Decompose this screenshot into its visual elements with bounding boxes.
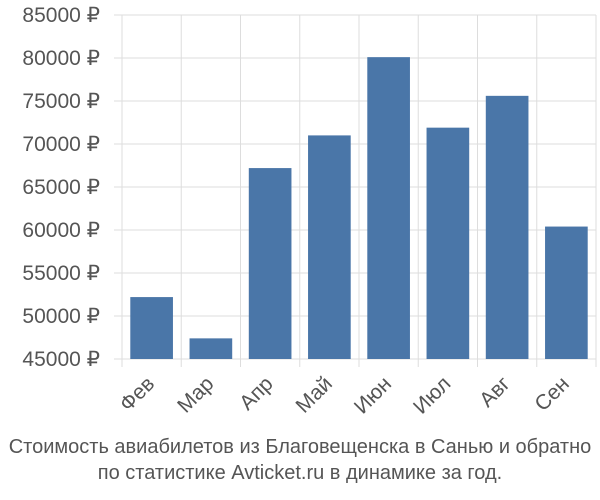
chart-caption-line-1: Стоимость авиабилетов из Благовещенска в…	[8, 436, 592, 458]
bar-6	[426, 127, 470, 359]
y-tick-label: 70000 ₽	[22, 133, 100, 156]
y-tick-label: 80000 ₽	[22, 47, 100, 70]
x-tick-label: Авг	[475, 372, 515, 412]
bar-5	[367, 57, 410, 359]
y-tick-label: 75000 ₽	[22, 90, 100, 113]
bar-7	[485, 95, 529, 359]
x-tick-label: Июн	[350, 372, 396, 418]
bar-8	[545, 226, 588, 359]
bar-4	[308, 135, 351, 359]
x-axis: Фев Мар Апр Май Июн Июл Авг Сен	[115, 372, 573, 419]
x-tick-label: Май	[292, 372, 337, 417]
y-axis: 45000 ₽ 50000 ₽ 55000 ₽ 60000 ₽ 65000 ₽ 70000…	[22, 4, 100, 371]
bar-1	[130, 297, 173, 359]
y-tick-label: 45000 ₽	[22, 348, 100, 371]
y-tick-label: 50000 ₽	[22, 305, 100, 328]
x-tick-label: Июл	[409, 372, 455, 418]
bar-3	[248, 168, 292, 359]
chart-caption-line-2: по статистике Avticket.ru в динамике за …	[97, 462, 503, 484]
x-tick-label: Фев	[115, 372, 159, 416]
y-tick-label: 65000 ₽	[22, 176, 100, 199]
y-tick-label: 55000 ₽	[22, 262, 100, 285]
x-tick-label: Апр	[235, 372, 277, 414]
y-tick-label: 60000 ₽	[22, 219, 100, 242]
x-tick-label: Мар	[173, 372, 218, 417]
x-tick-label: Сен	[530, 372, 573, 415]
bar-chart: 45000 ₽ 50000 ₽ 55000 ₽ 60000 ₽ 65000 ₽ 70000…	[22, 4, 597, 419]
grid-lines	[114, 14, 597, 367]
bar-2	[189, 338, 233, 359]
bars	[130, 57, 588, 359]
y-tick-label: 85000 ₽	[22, 4, 100, 27]
